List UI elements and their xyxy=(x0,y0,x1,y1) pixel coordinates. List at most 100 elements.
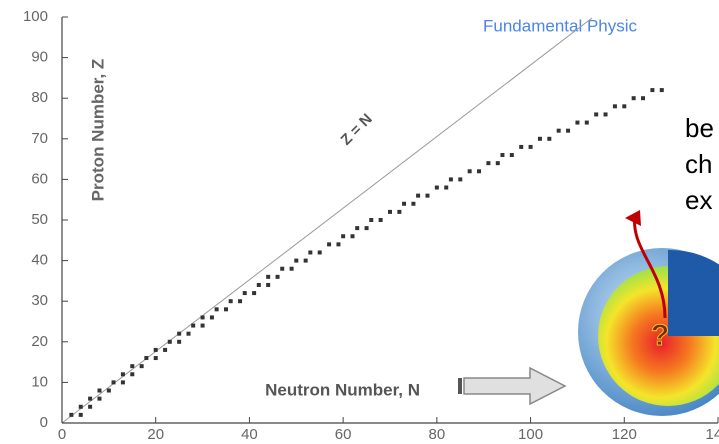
nuclide-point xyxy=(229,299,233,303)
y-tick-label: 40 xyxy=(31,252,48,269)
nuclide-point xyxy=(496,161,500,165)
nuclide-point xyxy=(210,315,214,319)
nucleus xyxy=(578,248,719,416)
chart: Fundamental Physic Z = N Proton Number, … xyxy=(0,0,719,444)
slide: Fundamental Physic Z = N Proton Number, … xyxy=(0,0,719,444)
nuclide-point xyxy=(201,324,205,328)
nuclide-point xyxy=(557,129,561,133)
nuclide-point xyxy=(327,242,331,246)
nuclide-point xyxy=(304,259,308,263)
nuclide-point xyxy=(575,121,579,125)
nuclide-point xyxy=(425,194,429,198)
y-axis-label: Proton Number, Z xyxy=(88,59,107,202)
nuclide-point xyxy=(201,315,205,319)
nuclide-point xyxy=(379,218,383,222)
nuclide-point xyxy=(140,364,144,368)
nuclide-point xyxy=(538,137,542,141)
nuclide-point xyxy=(79,413,83,417)
nuclide-point xyxy=(336,242,340,246)
nuclide-point xyxy=(650,88,654,92)
nuclide-point xyxy=(341,234,345,238)
nuclide-point xyxy=(215,307,219,311)
nuclide-point xyxy=(397,210,401,214)
nuclide-point xyxy=(121,380,125,384)
y-tick-label: 0 xyxy=(40,414,48,431)
nuclide-point xyxy=(154,356,158,360)
nuclide-point xyxy=(243,291,247,295)
nuclide-point xyxy=(594,112,598,116)
question-mark: ? xyxy=(651,319,669,352)
nuclide-point xyxy=(411,202,415,206)
y-tick-label: 90 xyxy=(31,49,48,66)
slide-line: ch xyxy=(685,149,712,179)
x-tick-label: 60 xyxy=(335,426,352,443)
x-tick-label: 140 xyxy=(705,426,719,443)
nuclide-point xyxy=(458,177,462,181)
nuclide-point xyxy=(519,145,523,149)
nuclide-point xyxy=(613,104,617,108)
nuclide-point xyxy=(402,202,406,206)
z-equals-n-line xyxy=(62,18,592,423)
nuclide-point xyxy=(660,88,664,92)
nuclide-point xyxy=(121,372,125,376)
nuclide-point xyxy=(510,153,514,157)
y-tick-label: 50 xyxy=(31,211,48,228)
nuclide-point xyxy=(449,177,453,181)
nuclide-point xyxy=(163,348,167,352)
y-tick-label: 20 xyxy=(31,333,48,350)
nuclide-point xyxy=(88,405,92,409)
nuclide-point xyxy=(355,226,359,230)
nuclide-point xyxy=(308,250,312,254)
nuclide-point xyxy=(529,145,533,149)
x-tick-label: 0 xyxy=(58,426,66,443)
nuclide-point xyxy=(130,364,134,368)
nuclide-point xyxy=(468,169,472,173)
nuclide-point xyxy=(351,234,355,238)
y-tick-label: 30 xyxy=(31,292,48,309)
nuclide-point xyxy=(477,169,481,173)
nuclide-point xyxy=(168,340,172,344)
nuclide-point xyxy=(365,226,369,230)
nuclide-point xyxy=(69,413,73,417)
gray-arrow xyxy=(458,368,565,404)
x-axis-label: Neutron Number, N xyxy=(265,380,420,399)
x-tick-label: 120 xyxy=(612,426,637,443)
x-tick-label: 20 xyxy=(147,426,164,443)
nuclide-point xyxy=(369,218,373,222)
nuclide-point xyxy=(107,389,111,393)
nuclide-point xyxy=(266,283,270,287)
nuclide-point xyxy=(622,104,626,108)
nuclide-point xyxy=(97,389,101,393)
nuclide-point xyxy=(154,348,158,352)
nuclide-point xyxy=(486,161,490,165)
nuclide-point xyxy=(641,96,645,100)
x-tick-label: 80 xyxy=(429,426,446,443)
nuclide-point xyxy=(238,299,242,303)
nuclide-point xyxy=(547,137,551,141)
red-arrow-head xyxy=(625,210,641,226)
nuclide-point xyxy=(187,332,191,336)
slide-header: Fundamental Physic xyxy=(483,16,638,35)
nuclide-point xyxy=(435,186,439,190)
nuclide-point xyxy=(318,250,322,254)
y-tick-label: 10 xyxy=(31,373,48,390)
nuclide-point xyxy=(566,129,570,133)
nuclide-point xyxy=(130,372,134,376)
y-tick-label: 60 xyxy=(31,170,48,187)
x-tick-label: 40 xyxy=(241,426,258,443)
nuclide-point xyxy=(444,186,448,190)
y-tick-label: 100 xyxy=(23,8,48,25)
nuclide-point xyxy=(88,397,92,401)
nuclide-point xyxy=(252,291,256,295)
nuclide-point xyxy=(290,267,294,271)
nuclide-point xyxy=(632,96,636,100)
nuclide-point xyxy=(388,210,392,214)
nuclide-point xyxy=(280,267,284,271)
slide-line: be xyxy=(685,113,714,143)
y-tick-label: 80 xyxy=(31,89,48,106)
nuclide-point xyxy=(276,275,280,279)
nuclide-point xyxy=(266,275,270,279)
nuclide-point xyxy=(257,283,261,287)
nuclide-point xyxy=(79,405,83,409)
slide-line: ex xyxy=(685,185,712,215)
